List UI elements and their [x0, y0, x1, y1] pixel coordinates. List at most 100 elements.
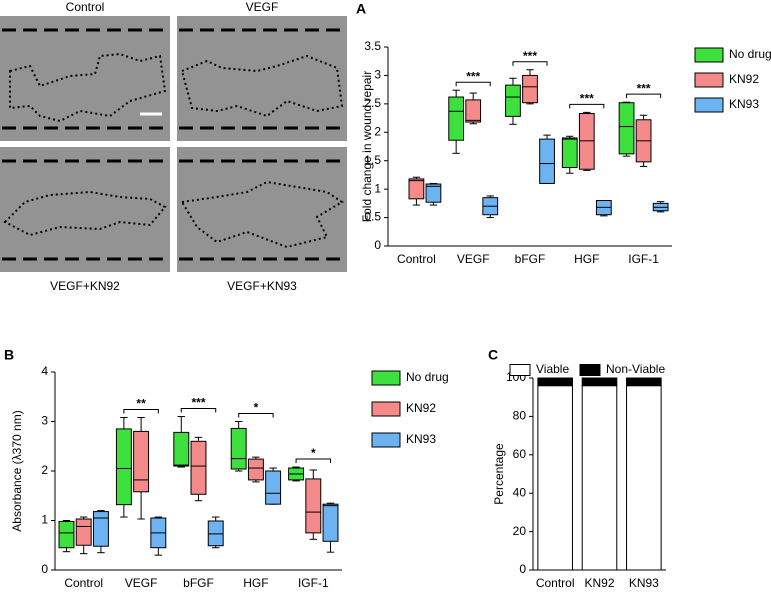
- x-tick-label: HGF: [243, 576, 268, 590]
- y-axis-label: Fold change in wound repair: [360, 71, 374, 222]
- legend-swatch: [509, 364, 531, 376]
- box: [522, 74, 538, 104]
- box: [618, 102, 635, 155]
- box: [322, 503, 339, 542]
- micrograph-label: VEGF+KN92: [50, 279, 120, 293]
- box: [578, 113, 595, 170]
- box: [408, 178, 425, 200]
- micrograph-texture: [177, 147, 347, 272]
- significance-label: ***: [580, 92, 594, 106]
- legend-label: KN92: [729, 72, 759, 86]
- significance-label: *: [254, 401, 259, 415]
- y-tick-label: 0.5: [364, 210, 381, 224]
- micrograph-label: VEGF: [246, 0, 279, 14]
- panel-label: A: [356, 1, 366, 17]
- box: [425, 183, 442, 203]
- x-tick-label: VEGF: [125, 576, 158, 590]
- significance-bracket: [238, 413, 274, 418]
- box: [190, 440, 207, 495]
- legend-label: KN93: [729, 97, 759, 111]
- significance-label: ***: [466, 69, 480, 83]
- significance-label: **: [136, 397, 146, 411]
- y-tick-label: 2: [41, 463, 48, 477]
- legend-label: KN93: [406, 432, 436, 446]
- y-tick-label: 1.5: [364, 153, 381, 167]
- bar-segment: [581, 385, 618, 571]
- x-tick-label: IGF-1: [298, 576, 329, 590]
- box: [58, 520, 75, 549]
- box: [539, 138, 555, 184]
- x-tick-label: KN93: [629, 576, 659, 590]
- panel-label: C: [488, 347, 498, 363]
- legend-label: KN92: [406, 401, 436, 415]
- legend-label: No drug: [406, 370, 449, 384]
- y-tick-label: 0: [519, 562, 526, 576]
- legend-swatch: [371, 432, 401, 448]
- micrograph-image: [0, 16, 170, 141]
- y-axis-label: Absorbance (λ370 nm): [10, 410, 24, 531]
- micrograph-texture: [0, 147, 170, 272]
- micrograph-label: Control: [66, 0, 105, 14]
- significance-bracket: [180, 408, 217, 413]
- wound-outline: [3, 190, 167, 237]
- bar-segment: [537, 377, 573, 387]
- x-tick-label: bFGF: [515, 252, 546, 266]
- box: [173, 431, 190, 467]
- legend-swatch: [371, 370, 401, 386]
- box: [265, 470, 282, 505]
- box: [115, 428, 132, 506]
- x-tick-label: Control: [536, 576, 575, 590]
- box: [75, 518, 92, 546]
- x-tick-label: HGF: [574, 252, 599, 266]
- box: [247, 458, 264, 481]
- legend-label: No drug: [729, 47, 771, 61]
- box: [230, 427, 247, 470]
- y-tick-label: 4: [41, 364, 48, 378]
- y-tick-label: 1: [41, 513, 48, 527]
- y-tick-label: 0: [374, 238, 381, 252]
- significance-label: ***: [523, 49, 537, 63]
- box: [448, 96, 465, 141]
- significance-bracket: [123, 409, 159, 414]
- micrograph: [177, 147, 347, 272]
- y-axis-label: Percentage: [492, 443, 506, 505]
- significance-bracket: [455, 81, 491, 87]
- micrograph-image: [0, 147, 170, 272]
- micrograph-texture: [0, 16, 170, 141]
- y-tick-label: 0: [41, 562, 48, 576]
- y-tick-label: 3: [41, 414, 48, 428]
- legend-swatch: [371, 401, 401, 417]
- box: [92, 511, 109, 547]
- legend-label: Non-Viable: [606, 362, 665, 376]
- y-tick-label: 1: [374, 181, 381, 195]
- box: [305, 478, 322, 534]
- x-tick-label: bFGF: [183, 576, 214, 590]
- y-tick-label: 80: [513, 409, 527, 423]
- micrograph-image: [177, 16, 347, 141]
- y-tick-label: 2.5: [364, 96, 381, 110]
- x-tick-label: Control: [397, 252, 436, 266]
- x-tick-label: Control: [64, 576, 103, 590]
- box: [465, 99, 482, 123]
- x-tick-label: KN92: [584, 576, 614, 590]
- box: [505, 84, 521, 117]
- significance-label: ***: [637, 81, 651, 95]
- box: [133, 430, 150, 493]
- legend-swatch: [579, 364, 601, 376]
- bar-segment: [581, 377, 618, 387]
- micrograph: [0, 16, 170, 141]
- significance-bracket: [295, 458, 332, 464]
- significance-label: *: [311, 446, 316, 460]
- y-tick-label: 3: [374, 68, 381, 82]
- legend-label: Viable: [536, 362, 569, 376]
- legend-swatch: [694, 97, 724, 113]
- micrograph: [177, 16, 347, 141]
- y-tick-label: 3.5: [364, 39, 381, 53]
- significance-bracket: [626, 93, 662, 99]
- bar-segment: [626, 385, 662, 571]
- wound-outline: [180, 54, 344, 118]
- y-tick-label: 40: [513, 485, 527, 499]
- micrograph-image: [177, 147, 347, 272]
- micrograph-texture: [177, 16, 347, 141]
